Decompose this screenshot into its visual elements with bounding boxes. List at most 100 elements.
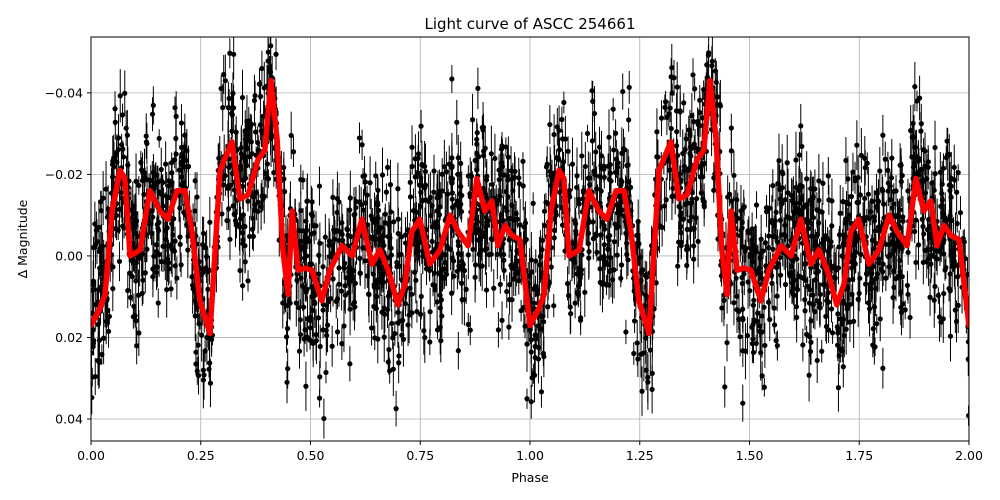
data-point [897, 207, 903, 213]
data-point [516, 175, 522, 181]
data-point [913, 259, 919, 266]
data-point [329, 343, 335, 349]
data-point [283, 334, 290, 340]
data-point [361, 173, 368, 179]
data-point [281, 164, 287, 171]
data-point [534, 291, 541, 297]
data-point [874, 321, 880, 327]
data-point [671, 75, 677, 81]
data-point [944, 138, 950, 144]
data-point [443, 169, 449, 175]
data-point [164, 287, 170, 293]
data-point [501, 251, 507, 258]
data-point [635, 218, 641, 225]
data-point [178, 120, 185, 126]
data-point [376, 229, 382, 235]
data-point [810, 194, 816, 200]
data-point [613, 156, 619, 162]
data-point [449, 290, 455, 296]
data-point [455, 155, 461, 161]
data-point [885, 188, 891, 194]
data-point [257, 93, 264, 100]
data-point [547, 168, 553, 174]
data-point [309, 213, 316, 219]
data-point [316, 183, 323, 189]
data-point [782, 197, 788, 203]
data-point [96, 337, 103, 343]
data-point [915, 242, 922, 248]
data-point [428, 212, 434, 219]
data-point [344, 226, 350, 232]
data-point [940, 210, 946, 217]
data-point [465, 173, 471, 179]
data-point [246, 118, 252, 124]
data-point [418, 123, 424, 129]
data-point [470, 246, 476, 252]
data-point [798, 123, 804, 129]
data-point [375, 336, 381, 342]
data-point [817, 304, 823, 311]
data-point [551, 303, 557, 309]
data-point [905, 291, 911, 298]
data-point [482, 233, 488, 240]
data-point [441, 164, 447, 170]
data-point [800, 205, 806, 211]
data-point [897, 257, 903, 264]
data-point [359, 142, 365, 148]
data-point [843, 157, 849, 164]
data-point [300, 177, 306, 183]
data-point [240, 154, 246, 160]
data-point [244, 162, 250, 169]
data-point [745, 228, 751, 234]
data-point [155, 225, 161, 232]
data-point [669, 90, 675, 96]
data-point [740, 315, 746, 321]
data-point [461, 267, 468, 274]
data-point [938, 203, 944, 209]
data-point [589, 138, 596, 144]
data-point [771, 322, 778, 328]
data-point [614, 252, 620, 258]
data-point [194, 194, 200, 200]
data-point [438, 255, 444, 261]
data-point [829, 198, 835, 204]
data-point [476, 251, 482, 257]
data-point [313, 223, 319, 229]
data-point [431, 220, 437, 226]
data-point [748, 246, 754, 252]
data-point [230, 203, 236, 209]
data-point [576, 201, 582, 207]
data-point [285, 366, 291, 372]
data-point [639, 388, 645, 394]
data-point [512, 217, 518, 223]
data-point [773, 337, 779, 344]
data-point [133, 178, 139, 184]
data-point [368, 213, 374, 219]
data-point [540, 350, 546, 357]
data-point [446, 161, 452, 167]
data-point [451, 273, 457, 279]
data-point [512, 168, 518, 175]
data-point [406, 312, 412, 318]
data-point [504, 288, 510, 295]
data-point [836, 244, 842, 250]
data-point [288, 132, 294, 139]
data-point [877, 168, 883, 174]
data-point [843, 326, 849, 332]
data-point [445, 191, 451, 197]
data-point [593, 232, 599, 238]
data-point [475, 85, 481, 91]
data-point [151, 253, 157, 259]
data-point [858, 152, 864, 158]
data-point [737, 334, 743, 340]
data-point [427, 339, 433, 345]
data-point [667, 105, 673, 111]
data-point [498, 171, 504, 178]
data-point [678, 177, 684, 183]
data-point [863, 281, 869, 287]
data-point [233, 129, 239, 135]
data-point [862, 165, 868, 171]
data-point [604, 261, 611, 268]
data-point [495, 198, 501, 204]
